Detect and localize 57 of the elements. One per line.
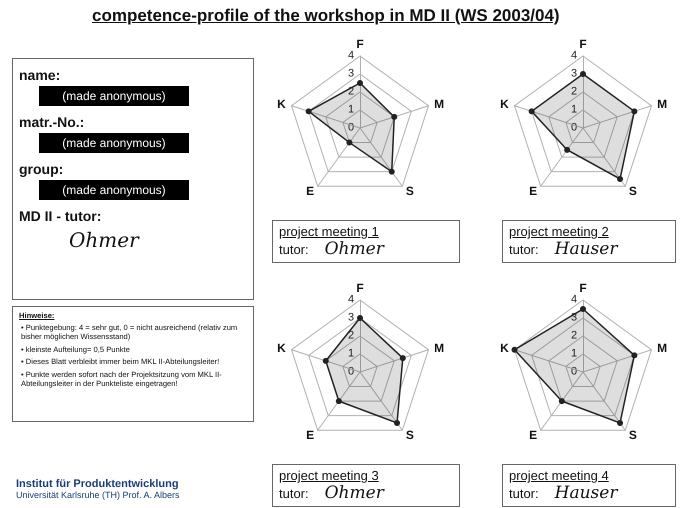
spoke-label: F xyxy=(579,281,587,295)
text: name: xyxy=(19,67,62,83)
text: project meeting 2 xyxy=(509,224,610,239)
text: MD II - tutor: xyxy=(19,208,102,224)
y-tick-label: 3 xyxy=(571,68,578,80)
y-tick-label: 1 xyxy=(348,348,354,360)
text: (made anonymous) xyxy=(39,133,189,153)
y-tick-label: 1 xyxy=(571,348,578,360)
y-tick-label: 3 xyxy=(348,68,354,80)
spoke-label: E xyxy=(306,184,314,198)
text: Hauser xyxy=(554,483,618,503)
text: (made anonymous) xyxy=(39,180,189,200)
spoke-label: M xyxy=(434,96,444,111)
text: Hauser xyxy=(554,239,618,259)
spoke-label: E xyxy=(306,428,314,442)
y-tick-label: 2 xyxy=(571,330,578,342)
spoke-label: S xyxy=(628,428,637,442)
text: project meeting 1 xyxy=(279,224,380,239)
spoke-label: F xyxy=(579,37,587,51)
spoke-label: K xyxy=(277,96,286,111)
spoke-label: M xyxy=(657,340,668,355)
text: Ohmer xyxy=(324,483,384,503)
text: competence-profile of the workshop in MD II (WS 2003/04) xyxy=(92,6,560,26)
text: project meeting 4 xyxy=(509,468,610,483)
spoke-label: E xyxy=(529,184,538,198)
text: tutor: xyxy=(509,486,539,500)
y-tick-label: 4 xyxy=(348,50,354,62)
spoke-label: F xyxy=(356,37,364,51)
spoke-label: M xyxy=(434,340,444,355)
text: tutor: xyxy=(509,242,539,256)
spoke-label: F xyxy=(356,281,364,295)
spoke-label: M xyxy=(657,96,668,111)
y-tick-label: 1 xyxy=(348,104,354,116)
y-tick-label: 2 xyxy=(571,86,578,98)
text: tutor: xyxy=(279,242,309,256)
text: group: xyxy=(19,161,64,177)
spoke-label: S xyxy=(628,184,637,198)
y-tick-label: 1 xyxy=(571,104,578,116)
y-tick-label: 4 xyxy=(348,294,354,306)
spoke-label: S xyxy=(406,428,414,442)
text: tutor: xyxy=(279,486,309,500)
text: project meeting 3 xyxy=(279,468,380,483)
y-tick-label: 4 xyxy=(571,50,578,62)
y-tick-label: 4 xyxy=(571,294,578,306)
text: Ohmer xyxy=(69,228,141,252)
y-tick-label: 3 xyxy=(348,312,354,324)
text: (made anonymous) xyxy=(39,86,189,106)
text: Universität Karlsruhe (TH) Prof. A. Albers xyxy=(16,490,180,500)
spoke-label: K xyxy=(500,340,510,355)
text: Ohmer xyxy=(324,239,384,259)
y-tick-label: 2 xyxy=(348,330,354,342)
text: matr.-No.: xyxy=(19,114,86,130)
text: Institut für Produktentwicklung xyxy=(16,478,180,490)
spoke-label: S xyxy=(406,184,414,198)
spoke-label: E xyxy=(529,428,538,442)
spoke-label: K xyxy=(277,340,286,355)
spoke-label: K xyxy=(500,96,510,111)
